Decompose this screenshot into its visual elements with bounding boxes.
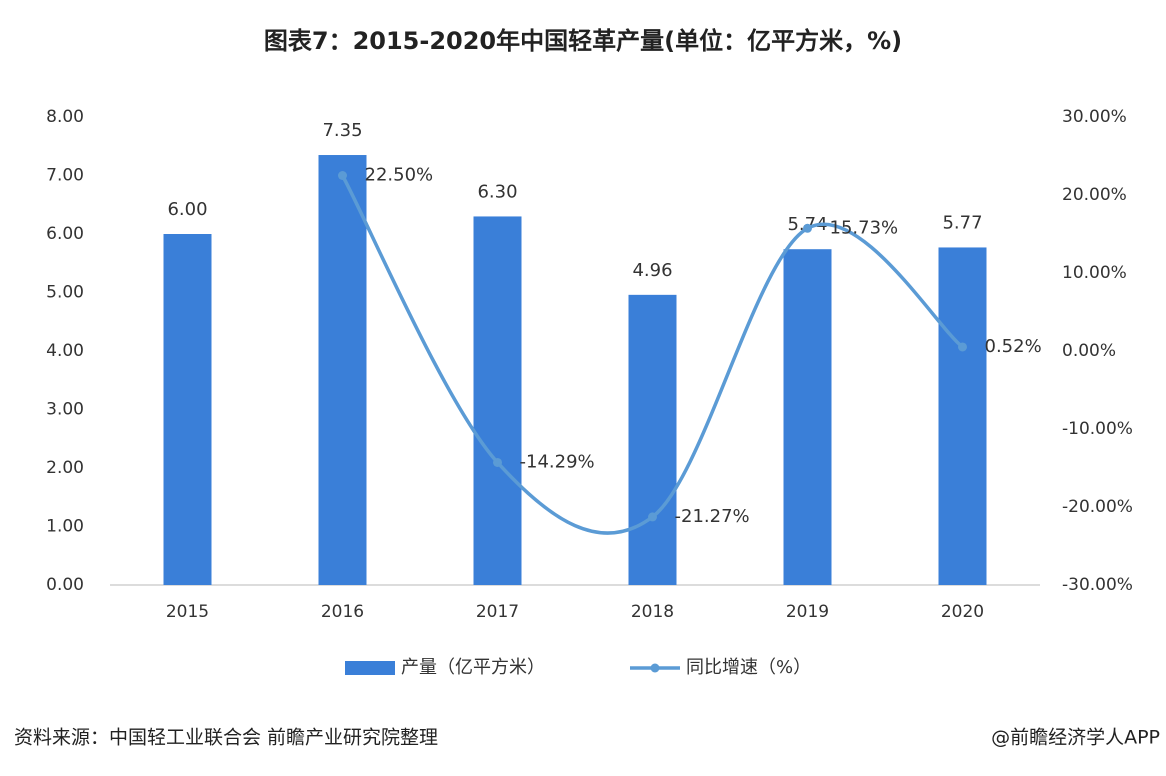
y-tick-label: 0.00 <box>46 575 84 595</box>
legend-label: 产量（亿平方米） <box>401 657 545 678</box>
bar-value-label: 7.35 <box>322 120 362 141</box>
bar <box>938 247 987 585</box>
bar <box>318 155 367 585</box>
legend-label: 同比增速（%） <box>686 657 811 678</box>
y2-tick-label: 20.00% <box>1062 185 1127 205</box>
y-tick-label: 6.00 <box>46 224 84 244</box>
y2-tick-label: 10.00% <box>1062 263 1127 283</box>
line-value-label: 22.50% <box>365 165 434 186</box>
line-value-label: 0.52% <box>985 336 1042 357</box>
bar-value-label: 5.77 <box>942 212 982 233</box>
bar-value-label: 4.96 <box>632 260 672 281</box>
bar <box>163 234 212 585</box>
x-tick-label: 2015 <box>166 602 209 622</box>
y-tick-label: 3.00 <box>46 400 84 420</box>
x-tick-label: 2016 <box>321 602 364 622</box>
line-point <box>493 457 502 467</box>
credit: @前瞻经济学人APP <box>991 727 1160 749</box>
legend-swatch <box>345 661 395 675</box>
y-tick-label: 2.00 <box>46 458 84 478</box>
x-tick-label: 2018 <box>631 602 674 622</box>
bar <box>628 294 677 585</box>
y-tick-label: 5.00 <box>46 283 84 303</box>
bar-value-label: 6.00 <box>167 199 207 220</box>
y-tick-label: 7.00 <box>46 166 84 186</box>
line-value-label: 15.73% <box>830 217 899 238</box>
line-point <box>803 223 812 233</box>
y-tick-label: 8.00 <box>46 107 84 127</box>
source-note: 资料来源：中国轻工业联合会 前瞻产业研究院整理 <box>14 727 438 749</box>
legend-swatch-point <box>650 663 660 673</box>
line-point <box>958 342 967 352</box>
line-point <box>338 171 347 180</box>
bar <box>473 216 522 585</box>
line-point <box>648 512 657 522</box>
y2-tick-label: -20.00% <box>1062 497 1133 517</box>
y-tick-label: 1.00 <box>46 517 84 537</box>
y-tick-label: 4.00 <box>46 341 84 361</box>
x-tick-label: 2020 <box>941 602 984 622</box>
y2-tick-label: 0.00% <box>1062 341 1116 361</box>
chart-title: 图表7：2015-2020年中国轻革产量(单位：亿平方米，%) <box>264 27 902 55</box>
line-value-label: -21.27% <box>675 506 750 527</box>
bar-value-label: 6.30 <box>477 181 517 202</box>
x-tick-label: 2017 <box>476 602 519 622</box>
y2-tick-label: -10.00% <box>1062 419 1133 439</box>
line-value-label: -14.29% <box>520 451 595 472</box>
x-tick-label: 2019 <box>786 602 829 622</box>
y2-tick-label: -30.00% <box>1062 575 1133 595</box>
bar <box>783 249 832 585</box>
y2-tick-label: 30.00% <box>1062 107 1127 127</box>
